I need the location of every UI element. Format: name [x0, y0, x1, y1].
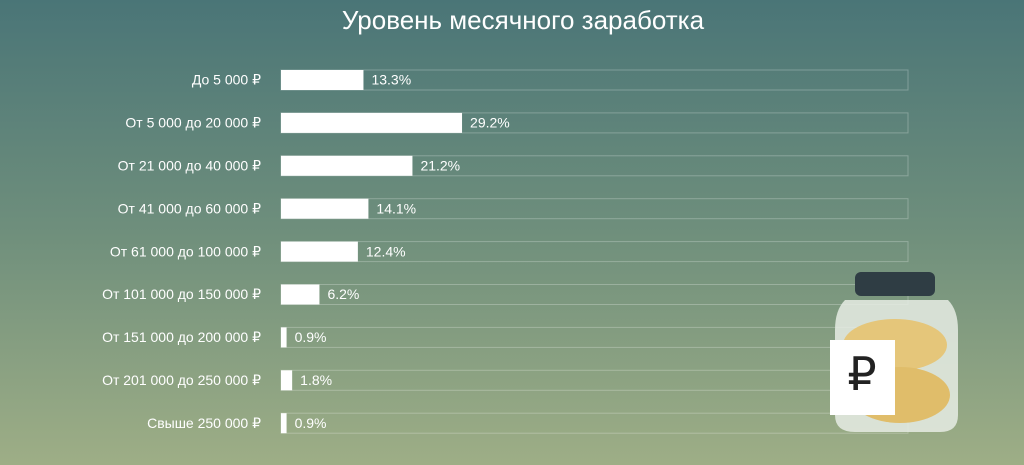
jar-icon: ₽: [830, 272, 958, 432]
bar: [281, 198, 369, 219]
bar: [281, 241, 358, 262]
category-label: От 201 000 до 250 000 ₽: [102, 372, 261, 388]
value-label: 12.4%: [366, 243, 406, 259]
value-label: 13.3%: [371, 72, 411, 88]
bar: [281, 413, 287, 434]
bar: [281, 370, 293, 391]
category-label: Свыше 250 000 ₽: [147, 415, 261, 431]
value-label: 0.9%: [295, 329, 327, 345]
svg-text:₽: ₽: [847, 348, 876, 400]
category-label: От 41 000 до 60 000 ₽: [118, 200, 261, 216]
bar: [281, 70, 364, 90]
category-label: От 151 000 до 200 000 ₽: [102, 329, 261, 345]
category-label: От 61 000 до 100 000 ₽: [110, 243, 261, 259]
value-label: 6.2%: [327, 286, 359, 302]
category-label: От 101 000 до 150 000 ₽: [102, 286, 261, 302]
value-label: 0.9%: [295, 415, 327, 431]
bar: [281, 327, 287, 348]
category-label: От 5 000 до 20 000 ₽: [125, 115, 261, 131]
chart-title: Уровень месячного заработка: [342, 5, 705, 35]
bar: [281, 284, 320, 305]
value-label: 1.8%: [300, 372, 332, 388]
bar: [281, 155, 413, 176]
category-label: До 5 000 ₽: [192, 72, 261, 88]
value-label: 29.2%: [470, 115, 510, 131]
bar: [281, 112, 463, 133]
value-label: 21.2%: [420, 158, 460, 174]
category-label: От 21 000 до 40 000 ₽: [118, 158, 261, 174]
value-label: 14.1%: [376, 200, 416, 216]
